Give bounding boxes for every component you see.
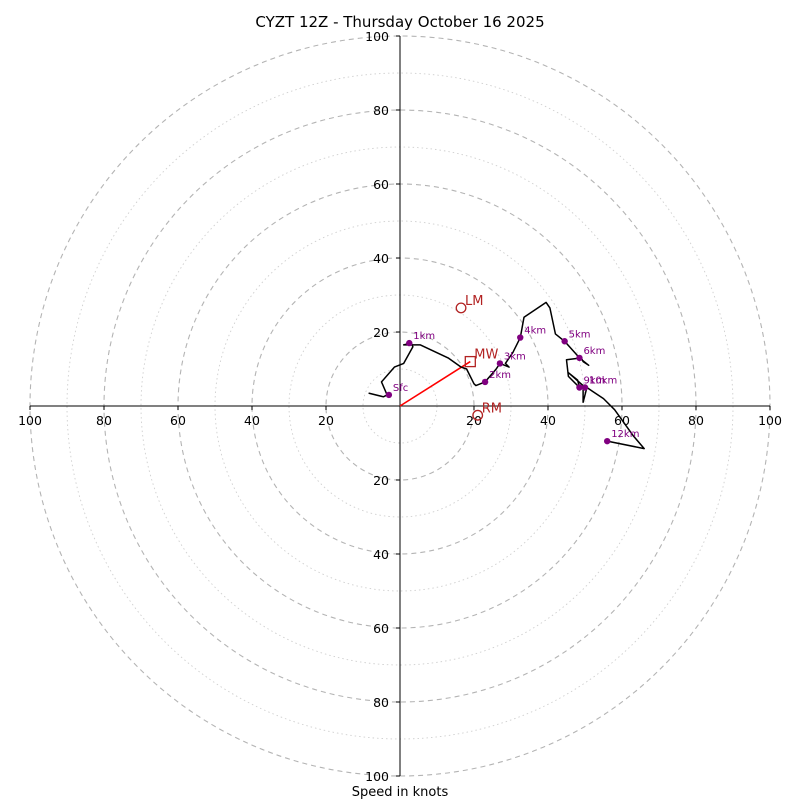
storm-motion-marker xyxy=(455,302,467,314)
y-tick-label: 100 xyxy=(365,29,389,44)
y-tick-label: 60 xyxy=(373,177,389,192)
height-marker xyxy=(517,334,524,341)
storm-motion-label: RM xyxy=(482,401,502,416)
x-tick-label: 40 xyxy=(540,413,556,428)
x-axis-label: Speed in knots xyxy=(352,785,449,800)
y-tick-label: 80 xyxy=(373,695,389,710)
x-tick-label: 80 xyxy=(96,413,112,428)
height-label: 9km xyxy=(583,376,605,387)
x-tick-label: 60 xyxy=(170,413,186,428)
height-marker xyxy=(385,391,393,399)
height-marker xyxy=(496,360,504,367)
height-label: 12km xyxy=(611,429,639,440)
height-label: 10km xyxy=(589,376,617,387)
x-tick-label: 80 xyxy=(688,413,704,428)
height-marker xyxy=(481,378,489,386)
x-tick-label: 100 xyxy=(758,413,782,428)
height-marker xyxy=(406,339,413,347)
height-label: 2km xyxy=(489,370,511,381)
x-tick-label: 20 xyxy=(318,413,334,428)
storm-motion-label: LM xyxy=(465,294,483,309)
y-tick-label: 40 xyxy=(373,547,389,562)
y-tick-label: 100 xyxy=(365,769,389,784)
y-tick-label: 80 xyxy=(373,103,389,118)
x-tick-label: 100 xyxy=(18,413,42,428)
storm-motions: LM MW RM xyxy=(455,294,502,421)
height-label: 1km xyxy=(413,331,435,342)
height-marker xyxy=(561,338,568,345)
height-label: Sfc xyxy=(393,383,408,394)
y-tick-label: 60 xyxy=(373,621,389,636)
height-marker xyxy=(576,354,583,362)
height-label: 5km xyxy=(569,329,591,340)
height-label: 6km xyxy=(583,346,605,357)
y-tick-label: 20 xyxy=(373,473,389,488)
x-tick-label: 20 xyxy=(466,413,482,428)
chart-title: CYZT 12Z - Thursday October 16 2025 xyxy=(255,13,544,31)
storm-motion-marker xyxy=(464,355,476,368)
shear-vector xyxy=(399,360,471,407)
y-tick-label: 20 xyxy=(373,325,389,340)
tick-labels: 2020202040404040606060608080808010010010… xyxy=(18,29,782,784)
storm-motion-marker xyxy=(472,409,484,421)
shear-vector-line xyxy=(399,360,471,407)
y-tick-label: 40 xyxy=(373,251,389,266)
height-label: 3km xyxy=(504,351,526,362)
height-marker xyxy=(576,384,583,391)
height-marker xyxy=(581,384,589,391)
storm-motion-label: MW xyxy=(474,348,498,363)
height-marker xyxy=(604,437,611,445)
height-label: 4km xyxy=(524,326,546,337)
x-tick-label: 40 xyxy=(244,413,260,428)
